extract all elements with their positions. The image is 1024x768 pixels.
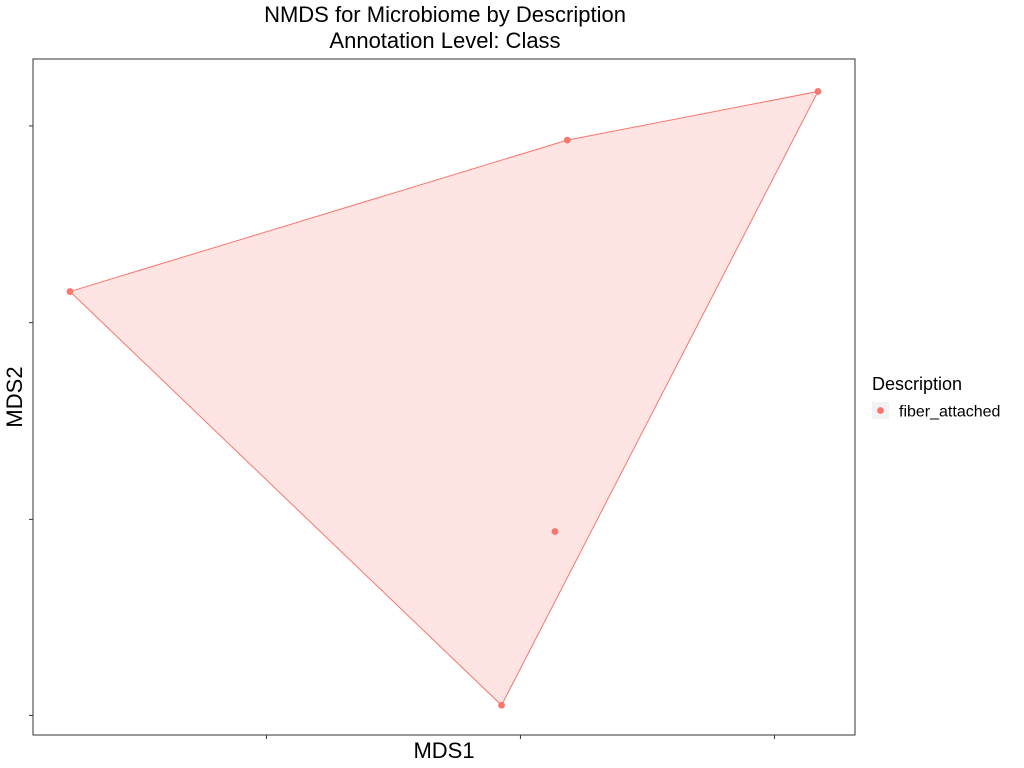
legend-key-marker [877,407,884,414]
legend-label-fiber-attached: fiber_attached [899,404,1000,421]
legend-title: Description [872,374,962,394]
hull-layer [69,90,819,707]
axis-ticks [29,125,775,739]
points-layer [66,88,822,709]
data-point-2 [563,136,571,144]
legend: Description fiber_attached [872,374,1000,421]
x-axis-label: MDS1 [413,738,474,763]
data-point-1 [66,288,74,295]
data-point-3 [814,88,822,95]
y-axis-label: MDS2 [2,366,27,427]
chart-subtitle: Annotation Level: Class [329,28,560,53]
chart-title: NMDS for Microbiome by Description [264,2,626,27]
data-point-4 [551,528,559,535]
hull-polygon-fiber-attached [69,90,819,707]
data-point-5 [498,701,505,709]
plot-panel [32,58,856,736]
